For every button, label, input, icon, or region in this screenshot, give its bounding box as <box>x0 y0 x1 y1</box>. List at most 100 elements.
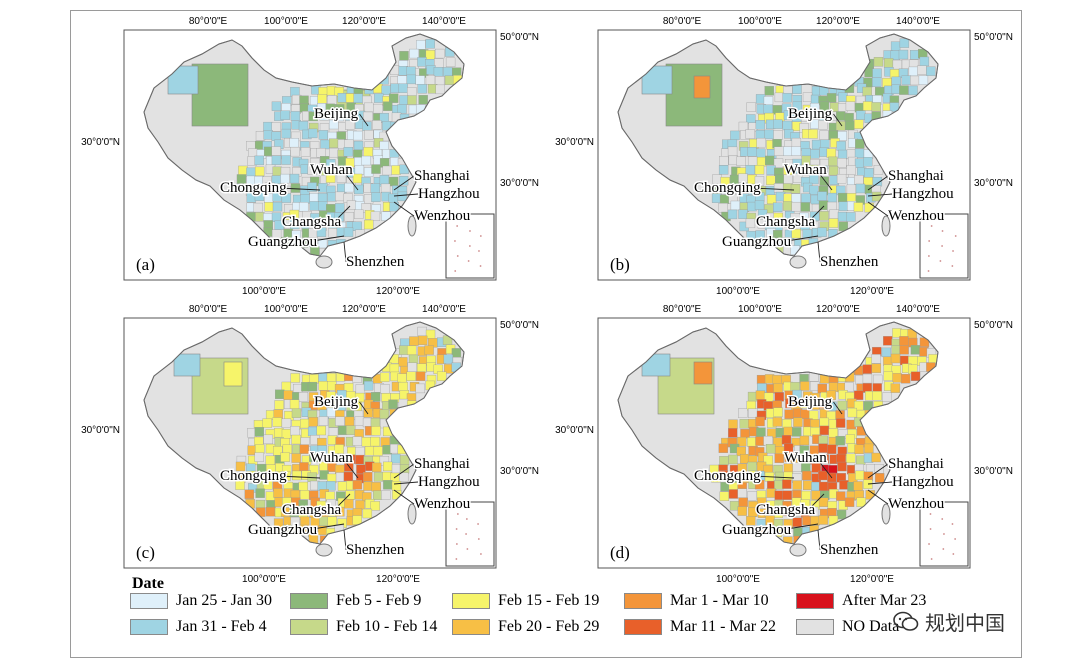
leader-line <box>333 205 351 223</box>
county-cell <box>274 400 284 410</box>
county-cell <box>755 129 766 140</box>
lon-tick-label: 120°0'0"E <box>376 286 420 297</box>
county-cell <box>862 364 873 374</box>
county-cell <box>890 353 901 364</box>
county-cell <box>791 201 801 212</box>
legend-label: Feb 20 - Feb 29 <box>498 618 600 635</box>
county-cell <box>764 129 774 140</box>
county-cell <box>337 481 348 491</box>
county-cell <box>828 165 839 176</box>
island <box>407 503 417 525</box>
county-cell <box>444 75 455 85</box>
county-cell <box>718 470 728 480</box>
lat-tick-label: 50°0'0"N <box>974 32 1013 43</box>
county-cell <box>398 472 409 482</box>
county-cell <box>882 392 892 402</box>
legend-title: Date <box>132 575 164 592</box>
county-cell <box>719 491 730 501</box>
county-cell <box>398 83 408 93</box>
county-cell <box>299 103 310 113</box>
county-cell <box>900 374 911 384</box>
county-cell <box>327 192 337 202</box>
county-cell <box>318 201 328 211</box>
county-cell <box>818 515 829 525</box>
county-cell <box>354 184 364 195</box>
county-cell <box>355 500 365 510</box>
county-cell <box>318 130 329 140</box>
county-cell <box>811 463 821 473</box>
county-cell <box>352 401 362 411</box>
county-cell <box>370 392 381 402</box>
province-region <box>693 75 711 99</box>
county-cell <box>818 120 828 130</box>
leader-line <box>816 169 833 191</box>
county-cell <box>353 130 363 141</box>
county-cell <box>773 130 783 140</box>
county-cell <box>307 381 318 392</box>
county-cell <box>281 128 291 139</box>
lon-tick-label: 100°0'0"E <box>242 574 286 585</box>
county-cell <box>773 383 783 393</box>
county-cell <box>855 139 865 149</box>
leader-line <box>278 187 321 191</box>
county-cell <box>282 444 293 454</box>
county-cell <box>328 427 339 437</box>
leader-line <box>393 463 415 479</box>
city-label-chongqing: Chongqing <box>694 180 761 196</box>
county-cell <box>755 94 766 104</box>
county-cell <box>281 418 292 429</box>
county-cell <box>370 211 381 221</box>
county-cell <box>380 372 390 382</box>
county-cell <box>398 381 408 392</box>
leader-line <box>780 235 819 243</box>
county-cell <box>263 121 273 132</box>
county-cell <box>801 490 811 501</box>
county-cell <box>854 148 865 159</box>
county-cell <box>244 489 255 499</box>
leader-line <box>807 205 825 223</box>
county-cell <box>827 192 837 203</box>
county-cell <box>872 68 882 78</box>
county-cell <box>370 436 380 447</box>
lon-tick-label: 120°0'0"E <box>850 574 894 585</box>
legend-swatch <box>290 593 328 609</box>
county-cell <box>802 92 813 102</box>
lon-tick-label: 140°0'0"E <box>896 16 940 27</box>
county-cell <box>809 174 819 185</box>
county-cell <box>363 111 373 122</box>
county-cell <box>817 227 827 237</box>
city-label-wenzhou: Wenzhou <box>414 208 471 224</box>
county-cell <box>856 110 866 120</box>
county-cell <box>254 155 264 166</box>
island <box>881 503 891 525</box>
county-cell <box>374 93 384 103</box>
city-label-shanghai: Shanghai <box>414 456 470 472</box>
leader-line <box>867 175 889 191</box>
county-cell <box>764 155 775 166</box>
county-cell <box>289 209 300 220</box>
county-cell <box>290 146 300 157</box>
county-cell <box>836 173 847 184</box>
county-cell <box>910 50 920 60</box>
county-cell <box>883 336 893 346</box>
county-cell <box>730 200 741 211</box>
legend-label: Feb 5 - Feb 9 <box>336 592 422 609</box>
county-cell <box>354 165 365 175</box>
county-cell <box>399 51 409 61</box>
county-cell <box>335 472 346 482</box>
leader-line <box>393 489 415 505</box>
city-label-wuhan: Wuhan <box>784 450 827 466</box>
county-cell <box>854 119 864 129</box>
lat-tick-label: 30°0'0"N <box>500 178 539 189</box>
county-cell <box>864 168 874 178</box>
county-cell <box>265 182 275 192</box>
county-cell <box>892 373 902 383</box>
panel-label: (b) <box>610 255 630 274</box>
county-cell <box>289 173 300 184</box>
county-cell <box>319 110 329 121</box>
province-region <box>173 353 201 377</box>
county-cell <box>862 86 872 97</box>
county-cell <box>846 193 857 203</box>
county-cell <box>808 410 819 420</box>
county-cell <box>838 201 849 211</box>
